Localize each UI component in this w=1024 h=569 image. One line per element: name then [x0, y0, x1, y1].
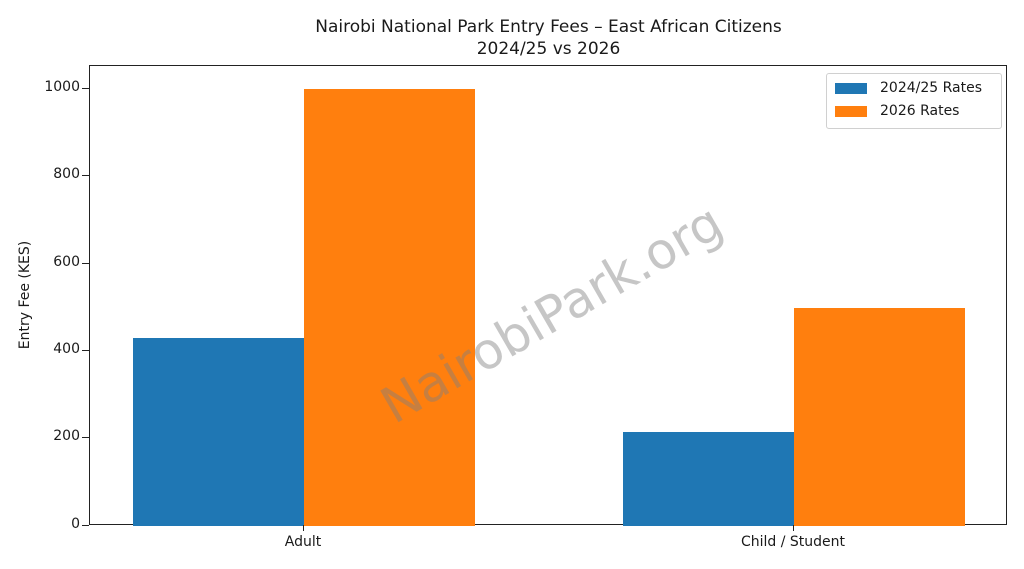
y-tick-label: 1000 [44, 79, 80, 95]
y-tick-label: 200 [53, 428, 80, 444]
y-tick-label: 600 [53, 254, 80, 270]
legend-label: 2026 Rates [880, 103, 960, 119]
y-axis-label: Entry Fee (KES) [17, 240, 33, 350]
x-tick [793, 525, 794, 531]
y-tick [82, 525, 89, 526]
y-tick [82, 263, 89, 264]
legend: 2024/25 Rates 2026 Rates [826, 73, 1002, 129]
y-tick [82, 175, 89, 176]
legend-item-2024: 2024/25 Rates [835, 79, 982, 97]
y-tick-label: 0 [71, 516, 80, 532]
y-tick-label: 400 [53, 341, 80, 357]
y-tick-label: 800 [53, 166, 80, 182]
y-tick [82, 350, 89, 351]
bar-child-2024 [623, 432, 794, 526]
legend-label: 2024/25 Rates [880, 80, 983, 96]
y-tick [82, 437, 89, 438]
x-tick-label: Adult [284, 534, 322, 550]
chart-title: Nairobi National Park Entry Fees – East … [315, 17, 782, 37]
plot-area [89, 65, 1007, 526]
x-tick [303, 525, 304, 531]
x-tick-label: Child / Student [740, 534, 846, 550]
bar-child-2026 [794, 308, 965, 526]
bar-adult-2024 [133, 338, 304, 526]
legend-swatch-orange [835, 105, 867, 117]
y-tick [82, 88, 89, 89]
legend-item-2026: 2026 Rates [835, 102, 959, 120]
chart-subtitle: 2024/25 vs 2026 [476, 39, 621, 59]
legend-swatch-blue [835, 82, 867, 94]
bar-adult-2026 [304, 89, 475, 526]
